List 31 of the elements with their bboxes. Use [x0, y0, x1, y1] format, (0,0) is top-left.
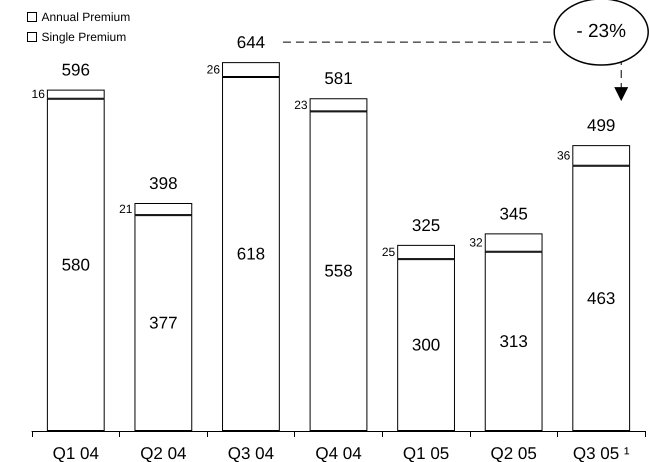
data-label: 36 [556, 148, 571, 162]
x-tick-label: Q1 04 [52, 444, 99, 462]
data-label: 580 [62, 255, 90, 274]
total-label: 499 [587, 116, 616, 136]
data-label: 26 [206, 62, 220, 77]
data-label: 23 [294, 98, 308, 112]
x-tick-label: Q3 05 ¹ [572, 444, 630, 462]
data-label: 16 [32, 87, 46, 102]
data-label: 25 [382, 245, 396, 260]
x-tick-label: Q1 05 [402, 444, 450, 462]
total-label: 325 [412, 216, 440, 235]
text: - 23% [576, 21, 626, 43]
legend-label: Annual Premium [42, 10, 130, 24]
data-label: 21 [119, 202, 133, 216]
total-label: 345 [499, 204, 528, 224]
data-label: 463 [587, 288, 616, 308]
x-tick-label: Q2 04 [140, 444, 187, 462]
data-label: 558 [324, 262, 353, 281]
total-label: 596 [62, 60, 90, 80]
total-label: 644 [236, 33, 266, 52]
data-label: 300 [412, 336, 440, 355]
data-label: 618 [236, 244, 266, 264]
x-tick-label: Q2 05 [490, 444, 537, 462]
data-label: 32 [469, 236, 484, 250]
legend-label: Single Premium [42, 30, 126, 44]
x-tick-label: Q3 04 [228, 444, 274, 462]
total-label: 398 [149, 174, 178, 194]
data-label: 313 [499, 332, 528, 351]
x-tick-label: Q4 04 [315, 444, 362, 462]
data-label: 377 [149, 314, 178, 333]
total-label: 581 [324, 69, 353, 88]
